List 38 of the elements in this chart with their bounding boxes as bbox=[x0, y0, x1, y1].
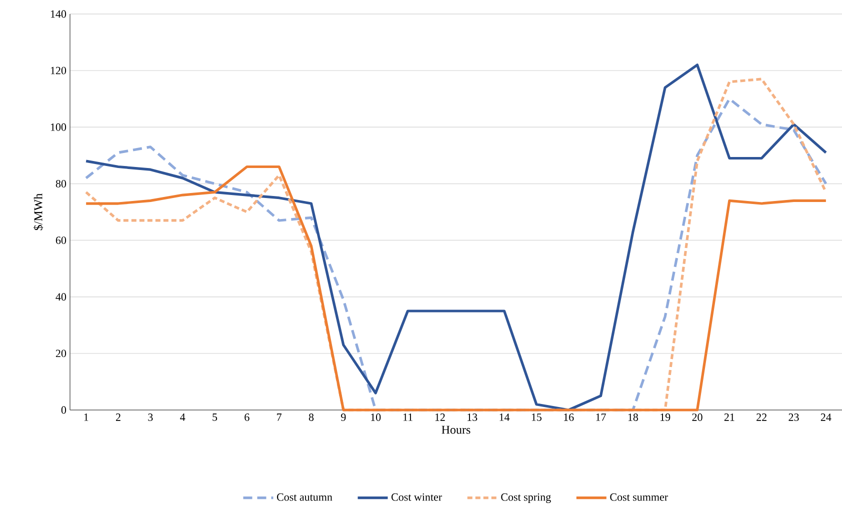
x-tick-label: 11 bbox=[403, 414, 412, 421]
x-tick-label: 22 bbox=[756, 414, 766, 421]
x-tick-label: 13 bbox=[468, 414, 478, 421]
x-tick-label: 2 bbox=[116, 414, 120, 421]
x-tick-label: 18 bbox=[628, 414, 638, 421]
y-tick-label: 0 bbox=[61, 406, 66, 414]
x-tick-label: 16 bbox=[564, 414, 574, 421]
legend-label: Cost spring bbox=[501, 493, 551, 504]
legend-label: Cost winter bbox=[392, 493, 442, 501]
x-tick-label: 20 bbox=[692, 414, 702, 421]
y-tick-label: 80 bbox=[56, 180, 66, 188]
legend-label: Cost autumn bbox=[276, 493, 332, 501]
x-tick-label: 21 bbox=[724, 414, 734, 421]
y-tick-label: 60 bbox=[56, 236, 66, 244]
x-tick-label: 3 bbox=[148, 414, 153, 421]
x-tick-label: 15 bbox=[532, 414, 542, 421]
x-axis-title: Hours bbox=[442, 426, 470, 434]
y-tick-label: 20 bbox=[56, 350, 66, 358]
x-tick-label: 4 bbox=[180, 414, 186, 421]
x-tick-label: 7 bbox=[277, 414, 282, 421]
x-tick-label: 17 bbox=[596, 414, 606, 421]
x-tick-label: 6 bbox=[244, 414, 250, 421]
x-tick-label: 23 bbox=[788, 414, 799, 421]
x-tick-label: 5 bbox=[212, 414, 218, 421]
x-tick-label: 12 bbox=[435, 414, 445, 421]
legend-label: Cost summer bbox=[610, 493, 668, 501]
y-axis-title: $/MWh bbox=[34, 194, 44, 230]
x-tick-label: 24 bbox=[820, 414, 832, 421]
y-tick-label: 40 bbox=[56, 293, 66, 301]
y-tick-label: 120 bbox=[50, 66, 66, 74]
x-tick-label: 14 bbox=[500, 414, 510, 421]
x-tick-label: 10 bbox=[371, 414, 381, 421]
x-tick-label: 8 bbox=[308, 414, 314, 421]
x-tick-label: 1 bbox=[84, 414, 88, 421]
y-tick-label: 140 bbox=[50, 10, 66, 18]
x-tick-label: 19 bbox=[660, 414, 670, 421]
x-tick-label: 9 bbox=[341, 414, 346, 421]
y-tick-label: 100 bbox=[50, 123, 66, 131]
